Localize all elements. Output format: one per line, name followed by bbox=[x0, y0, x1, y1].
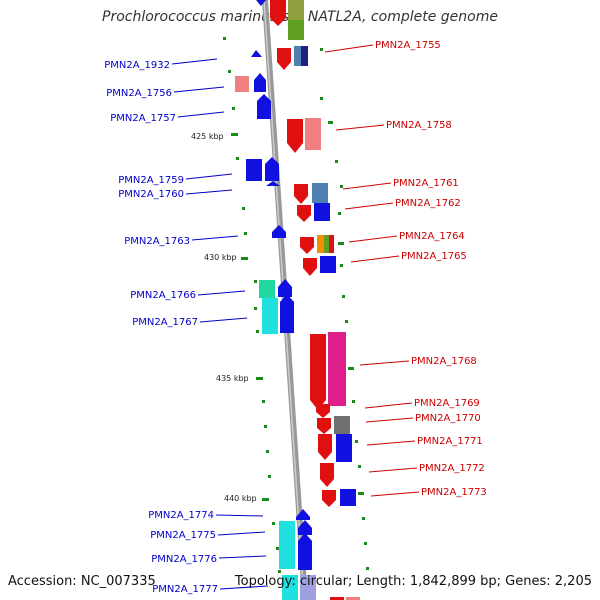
gene-PMN2A_1772 bbox=[320, 463, 334, 479]
gene-label[interactable]: PMN2A_1757 bbox=[110, 113, 176, 124]
gene-label[interactable]: PMN2A_1769 bbox=[414, 398, 480, 409]
gene-PMN2A_1763 bbox=[272, 225, 286, 238]
gene-label[interactable]: PMN2A_1768 bbox=[411, 356, 477, 367]
gene-labels-left: PMN2A_1932 PMN2A_1756 PMN2A_1757 PMN2A_1… bbox=[104, 60, 218, 595]
scale-label-425: 425 kbp bbox=[191, 132, 224, 141]
gene-label[interactable]: PMN2A_1760 bbox=[118, 189, 184, 200]
gene-label[interactable]: PMN2A_1932 bbox=[104, 60, 170, 71]
gene-label[interactable]: PMN2A_1774 bbox=[148, 510, 214, 521]
gene-cluster-top bbox=[256, 0, 304, 40]
gene-label[interactable]: PMN2A_1756 bbox=[106, 88, 172, 99]
gene-label[interactable]: PMN2A_1777 bbox=[152, 584, 218, 595]
gene-label[interactable]: PMN2A_1762 bbox=[395, 198, 461, 209]
gene-PMN2A_1776 bbox=[298, 533, 312, 570]
gene-label[interactable]: PMN2A_1766 bbox=[130, 290, 196, 301]
scale-label-435: 435 kbp bbox=[216, 374, 249, 383]
gene-label[interactable]: PMN2A_1761 bbox=[393, 178, 459, 189]
gene-label[interactable]: PMN2A_1772 bbox=[419, 463, 485, 474]
gene-PMN2A_1771 bbox=[318, 434, 332, 452]
gene-PMN2A_1762 bbox=[297, 205, 311, 215]
gene-label[interactable]: PMN2A_1765 bbox=[401, 251, 467, 262]
gene-label[interactable]: PMN2A_1776 bbox=[151, 554, 217, 565]
genome-summary: Topology: circular; Length: 1,842,899 bp… bbox=[234, 574, 592, 589]
gene-PMN2A_1764 bbox=[300, 237, 314, 247]
gene-PMN2A_1758 bbox=[287, 119, 303, 143]
gene-label[interactable]: PMN2A_1773 bbox=[421, 487, 487, 498]
gene-label[interactable]: PMN2A_1764 bbox=[399, 231, 465, 242]
accession-label: Accession: NC_007335 bbox=[8, 574, 156, 589]
scale-label-440: 440 kbp bbox=[224, 494, 257, 503]
gene-arrows bbox=[235, 46, 360, 600]
gene-PMN2A_1777 bbox=[282, 575, 298, 600]
leader-lines-left bbox=[171, 58, 269, 590]
leader-lines-right bbox=[324, 44, 420, 497]
gene-label[interactable]: PMN2A_1759 bbox=[118, 175, 184, 186]
gene-PMN2A_1768 bbox=[310, 334, 326, 400]
gene-PMN2A_1767 bbox=[262, 298, 278, 334]
gene-PMN2A_1755 bbox=[277, 48, 291, 62]
gene-PMN2A_1770 bbox=[317, 418, 331, 428]
gene-PMN2A_1775 bbox=[279, 521, 295, 569]
gene-label[interactable]: PMN2A_1771 bbox=[417, 436, 483, 447]
gene-label[interactable]: PMN2A_1755 bbox=[375, 40, 441, 51]
gene-PMN2A_1765 bbox=[303, 258, 317, 268]
gene-label[interactable]: PMN2A_1770 bbox=[415, 413, 481, 424]
gene-PMN2A_1769 bbox=[316, 404, 330, 412]
gene-label[interactable]: PMN2A_1758 bbox=[386, 120, 452, 131]
gene-PMN2A_1756 bbox=[235, 76, 249, 92]
gene-PMN2A_1932 bbox=[251, 50, 262, 57]
gene-label[interactable]: PMN2A_1775 bbox=[150, 530, 216, 541]
scale-label-430: 430 kbp bbox=[204, 253, 237, 262]
gene-PMN2A_1761 bbox=[294, 184, 308, 196]
gene-label[interactable]: PMN2A_1763 bbox=[124, 236, 190, 247]
gene-PMN2A_1774 bbox=[296, 509, 310, 520]
gene-PMN2A_1759 bbox=[246, 159, 262, 181]
gene-label[interactable]: PMN2A_1767 bbox=[132, 317, 198, 328]
gene-PMN2A_1757 bbox=[257, 94, 271, 119]
tick-marks bbox=[223, 37, 369, 573]
gene-PMN2A_1773 bbox=[322, 490, 336, 500]
gene-PMN2A_1766 bbox=[259, 280, 275, 298]
scale-labels: 425 kbp 430 kbp 435 kbp 440 kbp bbox=[191, 132, 257, 503]
gene-labels-right: PMN2A_1755 PMN2A_1758 PMN2A_1761 PMN2A_1… bbox=[375, 40, 487, 498]
gene-PMN2A_1760 bbox=[266, 181, 280, 186]
